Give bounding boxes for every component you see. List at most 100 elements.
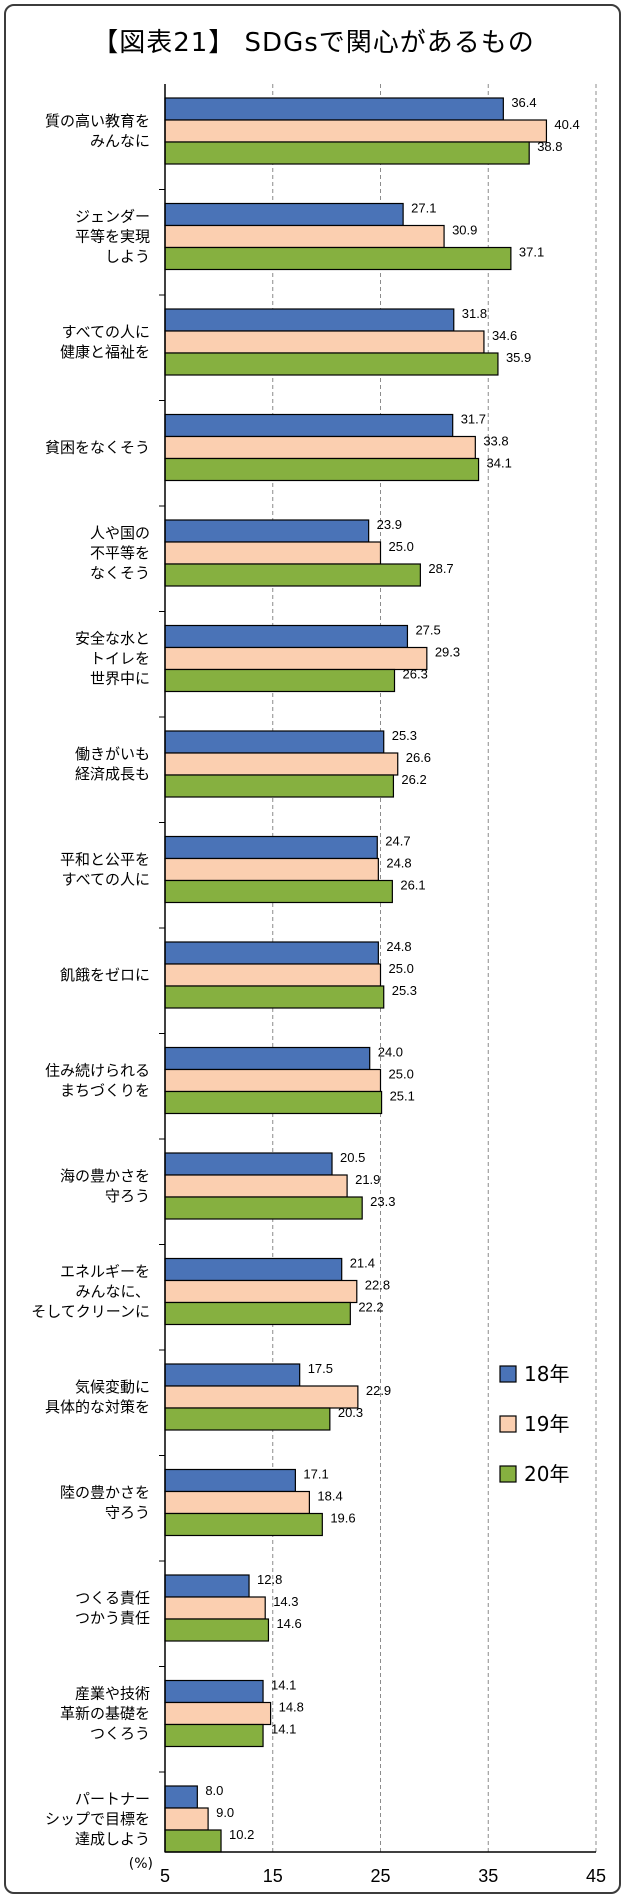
value-label-18年-7: 24.7 [385,834,410,849]
bar-20年-5 [164,668,396,693]
category-label-1-2: しよう [105,248,150,266]
category-label-12-0: 気候変動に [75,1378,150,1396]
bar-19年-3 [164,435,476,460]
value-label-20年-1: 37.1 [519,245,544,260]
category-label-2-0: すべての人に [62,323,150,341]
value-label-20年-8: 25.3 [392,983,417,998]
legend-label-18年: 18年 [524,1362,569,1386]
value-label-20年-10: 23.3 [370,1194,395,1209]
bar-20年-14 [164,1618,270,1642]
value-label-20年-14: 14.6 [276,1616,301,1631]
bar-18年-8 [164,941,379,965]
category-label-11-1: みんなに、 [75,1283,150,1301]
bar-20年-16 [164,1829,222,1853]
bar-19年-7 [164,857,379,882]
category-label-16-2: 達成しよう [75,1830,150,1848]
bar-18年-13 [164,1468,296,1493]
axes: 5 15 25 35 45 (%) [129,84,606,1886]
bar-18年-16 [164,1785,198,1809]
bar-20年-13 [164,1512,323,1537]
bar-20年-12 [164,1407,331,1431]
value-label-18年-15: 14.1 [271,1678,296,1693]
category-label-16-0: パートナー [75,1790,150,1808]
value-label-18年-0: 36.4 [511,95,536,110]
x-tick-label-25: 25 [370,1866,390,1886]
bar-20年-8 [164,985,385,1009]
value-label-18年-2: 31.8 [462,306,487,321]
category-label-14-1: つかう責任 [75,1609,150,1627]
bar-18年-0 [164,97,504,121]
value-label-18年-14: 12.8 [257,1572,282,1587]
bar-19年-8 [164,963,382,987]
bar-20年-11 [164,1301,351,1326]
bar-19年-16 [164,1807,209,1831]
category-label-14-0: つくる責任 [75,1589,150,1607]
category-label-15-2: つくろう [90,1725,150,1743]
value-label-18年-3: 31.7 [461,412,486,427]
bar-20年-2 [164,352,499,376]
bar-19年-11 [164,1279,358,1304]
bar-19年-13 [164,1490,310,1515]
bar-20年-9 [164,1090,383,1115]
bars [164,97,548,1853]
category-label-6-1: 経済成長も [75,765,150,783]
category-label-5-2: 世界中に [90,670,150,688]
bar-19年-5 [164,646,428,671]
category-label-5-0: 安全な水と [75,630,150,648]
category-label-9-1: まちづくりを [60,1082,150,1100]
x-unit-label: (%) [129,1856,153,1872]
value-label-20年-7: 26.1 [400,878,425,893]
value-label-20年-16: 10.2 [229,1827,254,1842]
category-label-11-2: そしてクリーンに [31,1303,150,1321]
bar-20年-0 [164,141,530,165]
value-label-19年-0: 40.4 [554,117,579,132]
value-label-18年-1: 27.1 [411,201,436,216]
category-label-12-1: 具体的な対策を [45,1398,150,1416]
bar-18年-11 [164,1257,343,1282]
bar-18年-15 [164,1679,264,1704]
bar-19年-0 [164,119,548,143]
bar-18年-9 [164,1046,371,1071]
bar-18年-14 [164,1574,250,1598]
value-label-18年-11: 21.4 [350,1256,375,1271]
value-label-18年-13: 17.1 [303,1467,328,1482]
category-label-3-0: 貧困をなくそう [45,439,150,457]
value-label-19年-8: 25.0 [389,961,414,976]
category-label-7-1: すべての人に [62,871,150,889]
value-label-20年-4: 28.7 [428,561,453,576]
bar-20年-7 [164,879,393,904]
bar-18年-7 [164,835,378,860]
x-tick-label-45: 45 [586,1866,606,1886]
category-label-7-0: 平和と公平を [60,851,150,869]
value-label-19年-12: 22.9 [366,1383,391,1398]
value-label-20年-13: 19.6 [330,1511,355,1526]
value-label-19年-2: 34.6 [492,328,517,343]
category-label-4-2: なくそう [90,564,150,582]
value-label-19年-5: 29.3 [435,645,460,660]
category-label-11-0: エネルギーを [60,1263,150,1281]
legend-swatch-18年 [499,1365,517,1383]
category-label-10-0: 海の豊かさを [60,1167,150,1185]
category-label-13-0: 陸の豊かさを [60,1484,150,1502]
x-tick-label-35: 35 [478,1866,498,1886]
bar-19年-4 [164,541,382,565]
category-label-1-0: ジェンダー [75,208,150,226]
value-label-18年-6: 25.3 [392,728,417,743]
bar-20年-3 [164,457,480,482]
category-label-13-1: 守ろう [105,1504,150,1522]
bar-20年-1 [164,246,512,271]
category-label-2-1: 健康と福祉を [60,343,150,361]
value-label-19年-14: 14.3 [273,1594,298,1609]
category-label-4-0: 人や国の [90,524,150,542]
bar-18年-5 [164,624,409,649]
value-label-20年-0: 38.8 [537,139,562,154]
value-label-19年-3: 33.8 [483,434,508,449]
value-label-19年-6: 26.6 [406,750,431,765]
value-label-20年-9: 25.1 [390,1089,415,1104]
x-tick-label-5: 5 [160,1866,170,1886]
value-label-20年-3: 34.1 [487,456,512,471]
value-label-20年-11: 22.2 [358,1300,383,1315]
category-label-10-1: 守ろう [105,1187,150,1205]
value-label-19年-16: 9.0 [216,1805,234,1820]
